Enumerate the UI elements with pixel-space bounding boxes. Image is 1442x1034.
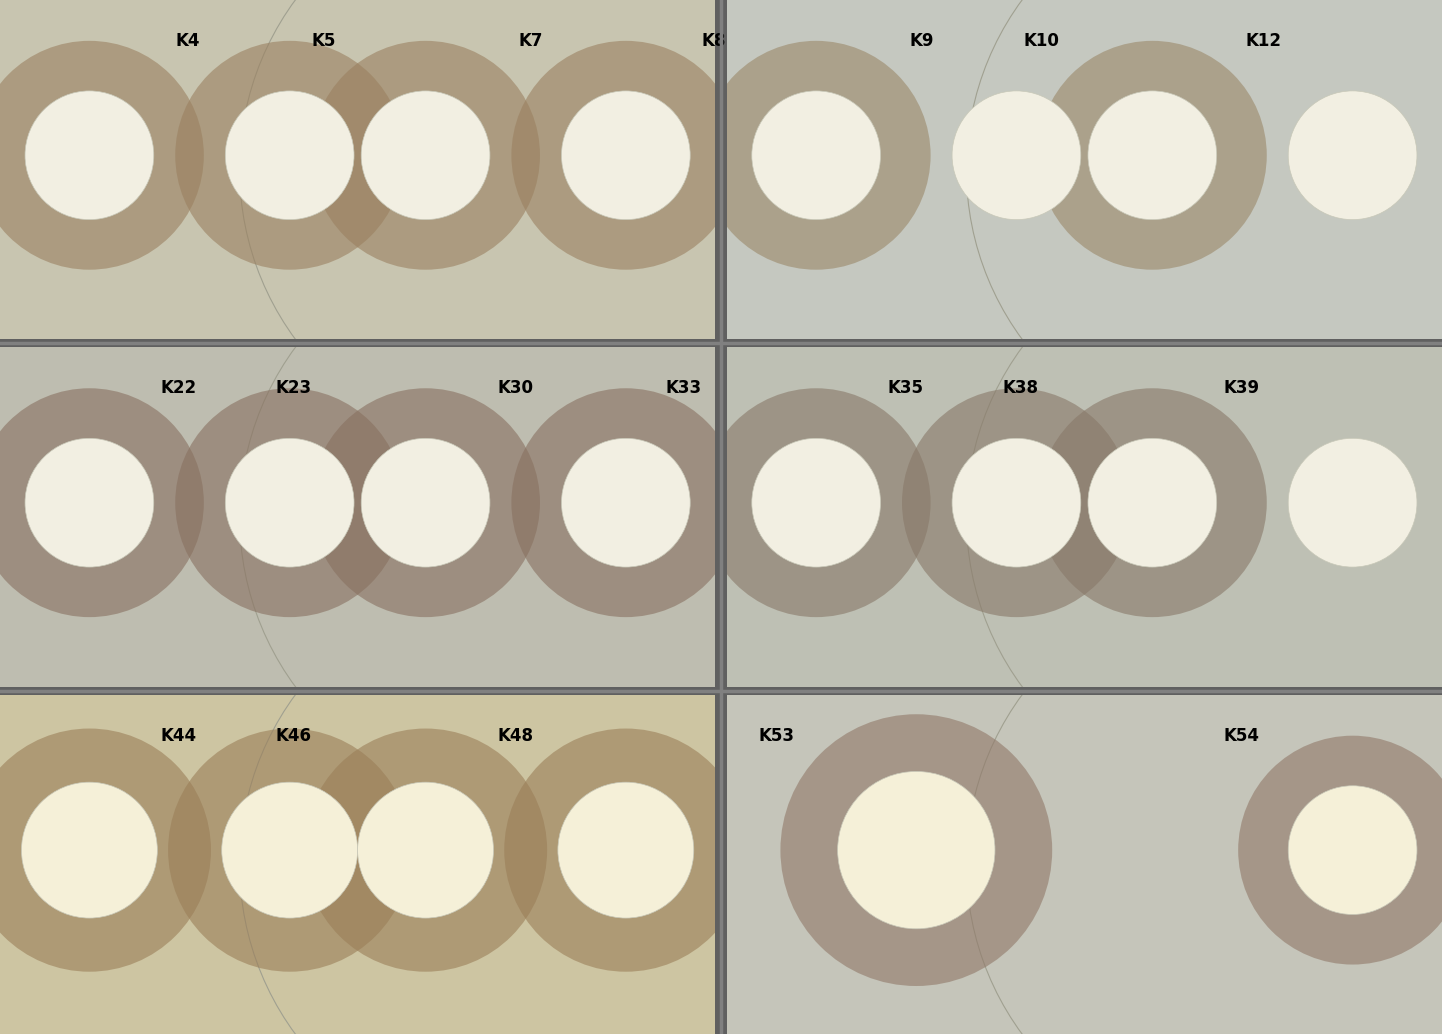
Text: K54: K54	[1224, 727, 1260, 744]
Ellipse shape	[966, 578, 1442, 1034]
Ellipse shape	[239, 0, 812, 456]
Ellipse shape	[358, 782, 493, 918]
Ellipse shape	[630, 578, 1203, 1034]
Ellipse shape	[966, 231, 1442, 803]
Ellipse shape	[0, 0, 493, 464]
Ellipse shape	[176, 388, 404, 617]
Ellipse shape	[239, 231, 812, 803]
Ellipse shape	[952, 438, 1082, 567]
Ellipse shape	[903, 388, 1131, 617]
Text: K23: K23	[275, 379, 311, 397]
Text: K53: K53	[758, 727, 795, 744]
Ellipse shape	[25, 91, 154, 219]
Text: K9: K9	[908, 32, 933, 50]
Text: K38: K38	[1002, 379, 1038, 397]
Text: K10: K10	[1024, 32, 1060, 50]
Ellipse shape	[630, 231, 1203, 803]
Ellipse shape	[949, 0, 1442, 464]
Text: K33: K33	[666, 379, 702, 397]
Text: K35: K35	[888, 379, 924, 397]
Ellipse shape	[512, 40, 740, 270]
Ellipse shape	[304, 729, 547, 972]
Ellipse shape	[176, 40, 404, 270]
Ellipse shape	[952, 91, 1082, 219]
Ellipse shape	[613, 570, 1220, 1034]
Ellipse shape	[702, 388, 930, 617]
Text: K12: K12	[1246, 32, 1282, 50]
Ellipse shape	[22, 782, 157, 918]
Ellipse shape	[613, 222, 1220, 812]
Ellipse shape	[838, 771, 995, 929]
Text: K8: K8	[702, 32, 727, 50]
Ellipse shape	[1288, 438, 1417, 567]
Ellipse shape	[311, 388, 539, 617]
Ellipse shape	[966, 0, 1442, 456]
Ellipse shape	[949, 222, 1442, 812]
Ellipse shape	[25, 438, 154, 567]
Ellipse shape	[225, 91, 355, 219]
Ellipse shape	[311, 40, 539, 270]
Ellipse shape	[1087, 438, 1217, 567]
Ellipse shape	[0, 0, 476, 456]
Ellipse shape	[0, 570, 493, 1034]
Text: K39: K39	[1224, 379, 1260, 397]
Ellipse shape	[1288, 786, 1417, 914]
Ellipse shape	[0, 40, 203, 270]
Ellipse shape	[1038, 388, 1266, 617]
Ellipse shape	[1239, 735, 1442, 965]
Text: K4: K4	[176, 32, 200, 50]
Ellipse shape	[222, 782, 358, 918]
Text: K22: K22	[162, 379, 198, 397]
Ellipse shape	[0, 578, 476, 1034]
Ellipse shape	[561, 438, 691, 567]
Ellipse shape	[360, 438, 490, 567]
Ellipse shape	[1087, 91, 1217, 219]
Text: K44: K44	[162, 727, 198, 744]
Text: K48: K48	[497, 727, 534, 744]
Ellipse shape	[169, 729, 411, 972]
Ellipse shape	[505, 729, 747, 972]
Ellipse shape	[222, 0, 829, 464]
Ellipse shape	[222, 222, 829, 812]
Ellipse shape	[239, 578, 812, 1034]
Ellipse shape	[0, 388, 203, 617]
Ellipse shape	[1288, 91, 1417, 219]
Ellipse shape	[1038, 40, 1266, 270]
Ellipse shape	[613, 0, 1220, 464]
Ellipse shape	[630, 0, 1203, 456]
Ellipse shape	[360, 91, 490, 219]
Text: K7: K7	[519, 32, 544, 50]
Text: K46: K46	[275, 727, 311, 744]
Ellipse shape	[0, 231, 476, 803]
Ellipse shape	[512, 388, 740, 617]
Ellipse shape	[561, 91, 691, 219]
Ellipse shape	[0, 729, 211, 972]
Text: K5: K5	[311, 32, 336, 50]
Ellipse shape	[558, 782, 694, 918]
Ellipse shape	[780, 714, 1053, 986]
Ellipse shape	[751, 438, 881, 567]
Ellipse shape	[751, 91, 881, 219]
Ellipse shape	[222, 570, 829, 1034]
Ellipse shape	[702, 40, 930, 270]
Ellipse shape	[225, 438, 355, 567]
Text: K30: K30	[497, 379, 534, 397]
Ellipse shape	[0, 222, 493, 812]
Ellipse shape	[949, 570, 1442, 1034]
